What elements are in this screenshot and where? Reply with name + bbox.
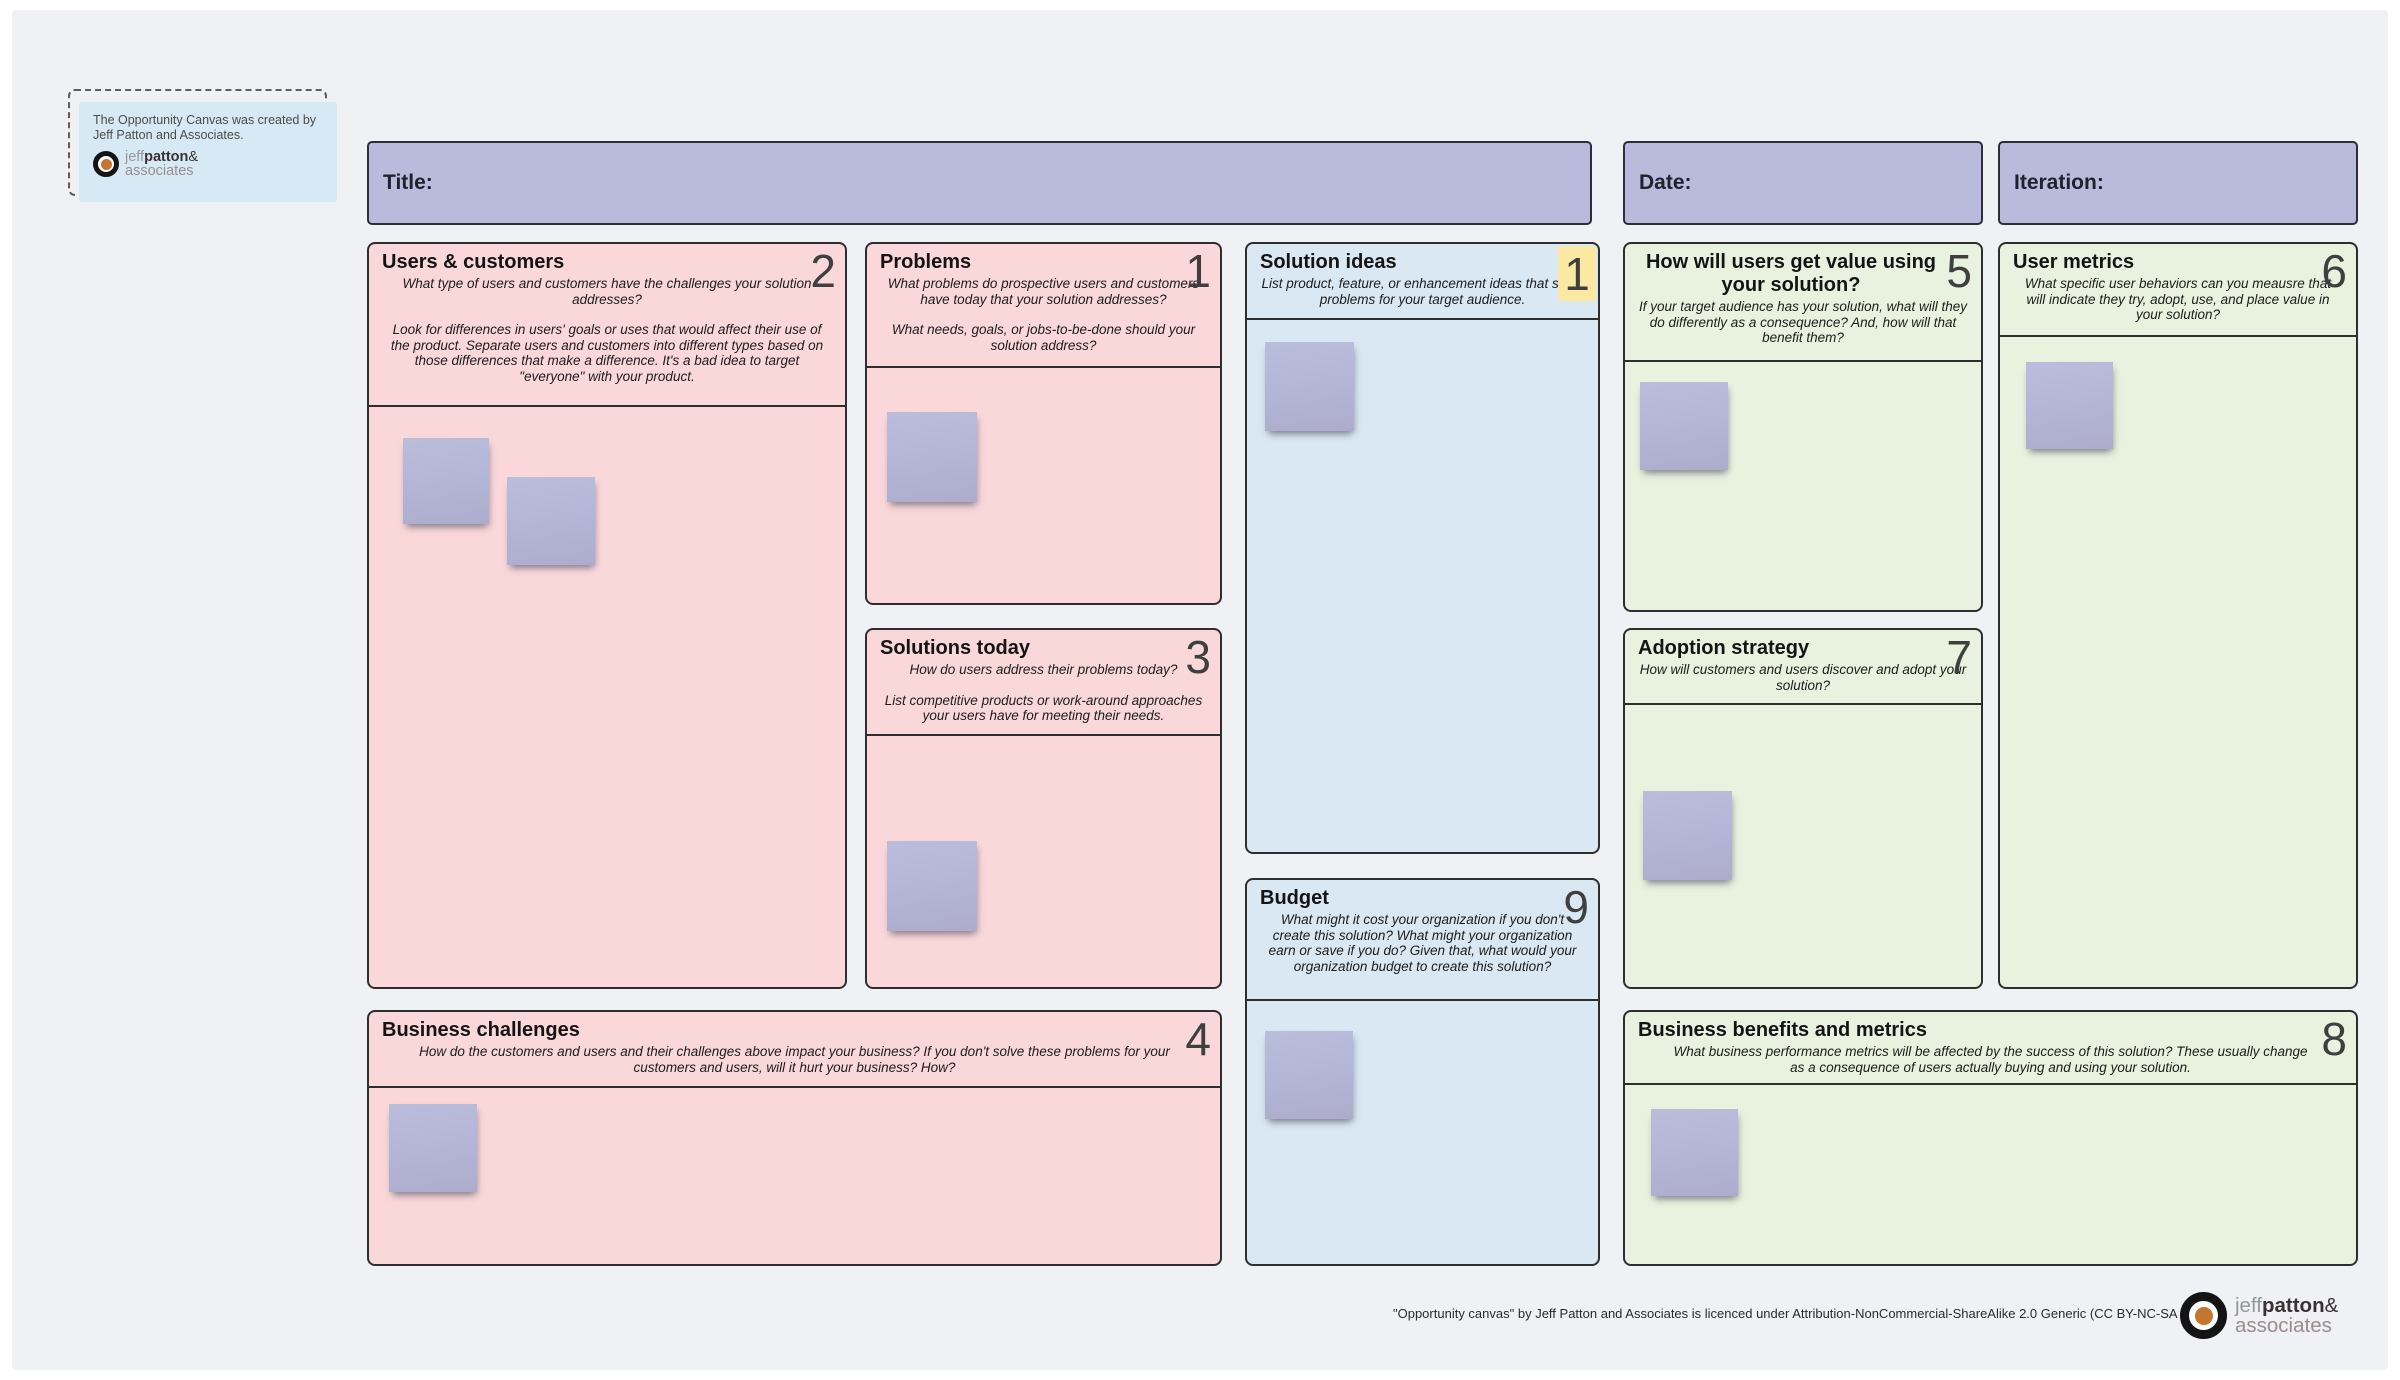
section-divider	[1625, 360, 1981, 362]
jeff-patton-footer-logo: jeffpatton& associates	[2180, 1292, 2338, 1339]
section-solution-ideas[interactable]: 1 Solution ideas List product, feature, …	[1245, 242, 1600, 854]
section-description: If your target audience has your solutio…	[1639, 299, 1967, 345]
section-divider	[369, 1086, 1220, 1088]
jeff-patton-logo-icon	[2180, 1292, 2227, 1339]
section-title: User metrics	[2013, 251, 2135, 273]
section-description: How do the customers and users and their…	[419, 1044, 1170, 1075]
jeff-patton-logo-icon	[93, 151, 119, 177]
jeff-patton-footer-logo-text: jeffpatton& associates	[2235, 1293, 2339, 1337]
section-description: How do users address their problems toda…	[884, 662, 1203, 723]
section-number: 3	[1185, 631, 1211, 683]
section-description: What specific user behaviors can you mea…	[2024, 276, 2332, 322]
section-number: 6	[2321, 245, 2347, 297]
section-description: List product, feature, or enhancement id…	[1261, 276, 1584, 307]
title-label: Title:	[383, 171, 433, 194]
section-number-badge: 1	[1558, 246, 1596, 301]
iteration-bar-field[interactable]: Iteration:	[1998, 141, 2358, 225]
section-number: 7	[1946, 631, 1972, 683]
section-number: 4	[1185, 1013, 1211, 1065]
sticky-note[interactable]	[1643, 791, 1732, 880]
section-number: 1	[1185, 245, 1211, 297]
section-title: Business challenges	[382, 1019, 580, 1041]
sticky-note[interactable]	[1265, 342, 1354, 431]
section-title: Adoption strategy	[1638, 637, 1810, 659]
section-divider	[1247, 318, 1598, 320]
section-number: 5	[1946, 245, 1972, 297]
section-number: 2	[810, 245, 836, 297]
section-divider	[2000, 335, 2356, 337]
section-number: 8	[2321, 1013, 2347, 1065]
sticky-note[interactable]	[403, 438, 489, 524]
section-description: What business performance metrics will b…	[1673, 1044, 2308, 1075]
section-title: How will users get value using your solu…	[1645, 251, 1937, 296]
section-budget[interactable]: 9 Budget What might it cost your organiz…	[1245, 878, 1600, 1266]
section-business-challenges[interactable]: 4 Business challenges How do the custome…	[367, 1010, 1222, 1266]
section-users-value[interactable]: 5 How will users get value using your so…	[1623, 242, 1983, 612]
section-divider	[1247, 999, 1598, 1001]
section-description: How will customers and users discover an…	[1639, 662, 1967, 693]
section-solutions-today[interactable]: 3 Solutions today How do users address t…	[865, 628, 1222, 989]
section-user-metrics[interactable]: 6 User metrics What specific user behavi…	[1998, 242, 2358, 989]
sticky-note[interactable]	[1640, 382, 1728, 470]
license-text: "Opportunity canvas" by Jeff Patton and …	[1393, 1306, 2203, 1321]
section-business-benefits[interactable]: 8 Business benefits and metrics What bus…	[1623, 1010, 2358, 1266]
sticky-note[interactable]	[389, 1104, 477, 1192]
section-description: What problems do prospective users and c…	[887, 276, 1200, 353]
section-divider	[867, 366, 1220, 368]
section-problems[interactable]: 1 Problems What problems do prospective …	[865, 242, 1222, 605]
section-divider	[1625, 703, 1981, 705]
jeff-patton-logo-text: jeffpatton& associates	[125, 149, 199, 179]
section-title: Solution ideas	[1260, 251, 1397, 273]
section-title: Business benefits and metrics	[1638, 1019, 1927, 1041]
jeff-patton-logo: jeffpatton& associates	[93, 150, 337, 178]
section-title: Budget	[1260, 887, 1329, 909]
section-description: What type of users and customers have th…	[390, 276, 824, 384]
iteration-label: Iteration:	[2014, 171, 2104, 194]
sticky-note[interactable]	[2026, 362, 2113, 449]
section-users-customers[interactable]: 2 Users & customers What type of users a…	[367, 242, 847, 989]
sticky-note[interactable]	[887, 412, 977, 502]
section-divider	[867, 734, 1220, 736]
attribution-text: The Opportunity Canvas was created by Je…	[93, 113, 317, 142]
date-label: Date:	[1639, 171, 1692, 194]
section-title: Users & customers	[382, 251, 565, 273]
section-divider	[369, 405, 845, 407]
section-title: Solutions today	[880, 637, 1030, 659]
sticky-note[interactable]	[887, 841, 977, 931]
sticky-note[interactable]	[1265, 1031, 1353, 1119]
section-description: What might it cost your organization if …	[1268, 912, 1577, 974]
section-number: 9	[1563, 881, 1589, 933]
sticky-note[interactable]	[1651, 1109, 1738, 1196]
section-title: Problems	[880, 251, 972, 273]
date-bar-field[interactable]: Date:	[1623, 141, 1983, 225]
section-adoption-strategy[interactable]: 7 Adoption strategy How will customers a…	[1623, 628, 1983, 989]
sticky-note[interactable]	[507, 477, 595, 565]
attribution-box[interactable]: The Opportunity Canvas was created by Je…	[79, 102, 337, 202]
section-divider	[1625, 1083, 2356, 1085]
title-bar-field[interactable]: Title:	[367, 141, 1592, 225]
